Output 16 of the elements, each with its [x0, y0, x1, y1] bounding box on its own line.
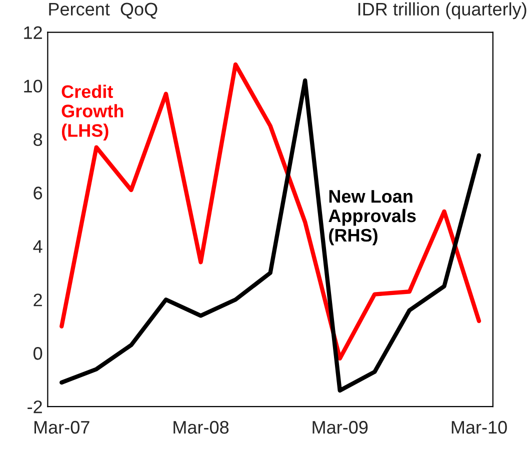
y2-axis-title: IDR trillion (quarterly) [358, 2, 526, 20]
y-tick-label: 4 [33, 240, 42, 253]
x-tick-label: Mar-08 [174, 420, 229, 434]
series-label: New Loan Approvals (RHS) [328, 190, 416, 246]
y-tick-label: 2 [34, 294, 42, 306]
x-tick-label: Mar-10 [452, 420, 507, 434]
y-tick-label: -2 [28, 400, 42, 414]
y-tick-label: 12 [24, 26, 42, 39]
x-tick-label: Mar-07 [34, 420, 90, 434]
series-label: Credit Growth (LHS) [62, 84, 124, 140]
y-tick-label: 8 [34, 133, 42, 146]
x-tick-label: Mar-09 [312, 420, 368, 434]
y-axis-title: Percent QoQ [49, 2, 158, 19]
y-tick-label: 0 [34, 347, 42, 360]
y-tick-label: 10 [24, 80, 42, 93]
y-tick-label: 6 [34, 186, 42, 200]
